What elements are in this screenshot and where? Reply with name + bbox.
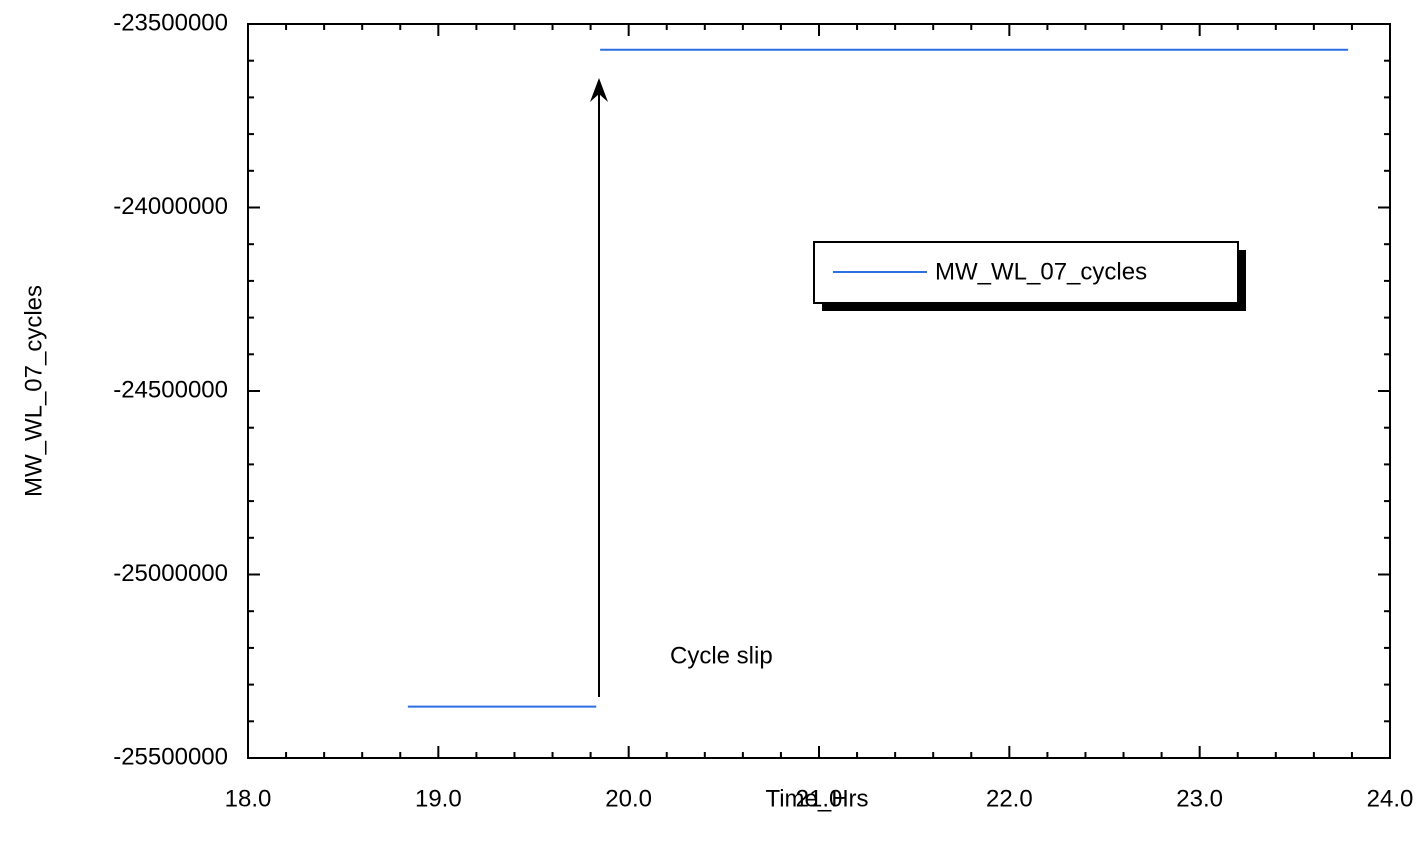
x-axis-title: Time_Hrs (765, 785, 868, 812)
y-tick-label: -25500000 (113, 743, 228, 770)
plot-frame (247, 23, 1391, 759)
x-tick-label: 21.0 (796, 785, 843, 812)
x-tick-label: 20.0 (605, 785, 652, 812)
y-tick-label: -25000000 (113, 560, 228, 587)
x-tick-label: 24.0 (1367, 785, 1414, 812)
x-tick-label: 19.0 (415, 785, 462, 812)
annotation: Cycle slip (590, 78, 773, 697)
x-tick-label: 23.0 (1176, 785, 1223, 812)
y-tick-label: -24500000 (113, 376, 228, 403)
x-tick-label: 22.0 (986, 785, 1033, 812)
y-tick-label: -24000000 (113, 193, 228, 220)
legend-label: MW_WL_07_cycles (935, 258, 1147, 285)
legend: MW_WL_07_cycles (813, 241, 1246, 311)
y-axis-title: MW_WL_07_cycles (20, 285, 47, 497)
x-tick-label: 18.0 (225, 785, 272, 812)
data-line (407, 48, 1349, 708)
arrow-head (590, 78, 608, 102)
y-tick-label: -23500000 (113, 9, 228, 36)
annotation-text: Cycle slip (670, 642, 773, 669)
